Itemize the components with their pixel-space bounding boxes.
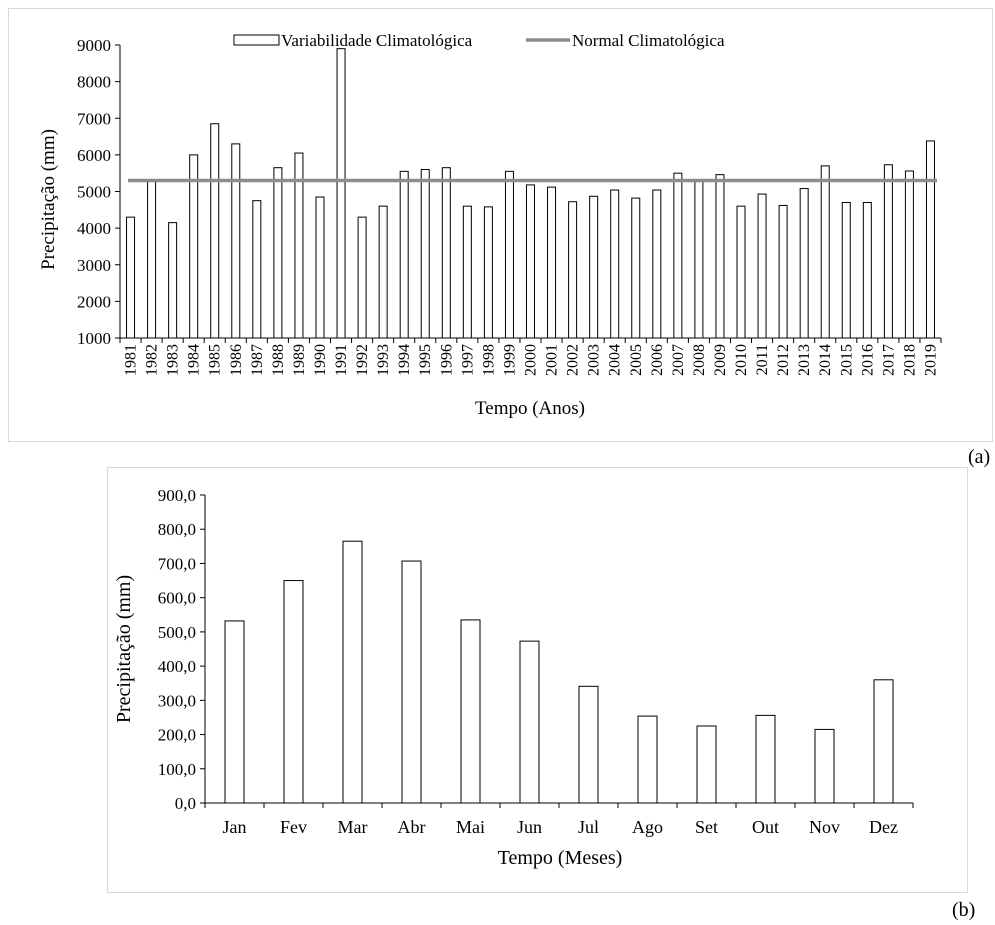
x-tick-label: 2003 xyxy=(586,344,603,376)
y-tick-label: 500,0 xyxy=(158,623,196,642)
bar xyxy=(755,714,776,804)
y-tick-label: 6000 xyxy=(77,146,111,165)
x-tick-label: 1995 xyxy=(417,344,434,376)
y-tick-label: 900,0 xyxy=(158,486,196,505)
y-tick-label: 8000 xyxy=(77,73,111,92)
bar xyxy=(519,640,540,804)
y-tick-label: 5000 xyxy=(77,183,111,202)
bar xyxy=(224,620,245,804)
x-tick-label: 2015 xyxy=(838,344,855,376)
x-tick-label: 1988 xyxy=(270,344,287,376)
x-tick-label: 1992 xyxy=(354,344,371,376)
x-tick-label: Jun xyxy=(517,817,542,837)
x-tick-label: 1994 xyxy=(396,344,413,376)
y-tick-label: 4000 xyxy=(77,219,111,238)
x-tick-label: Out xyxy=(752,817,779,837)
x-tick-label: 2004 xyxy=(607,344,624,376)
x-axis-title: Tempo (Anos) xyxy=(475,398,585,419)
x-tick-label: 1983 xyxy=(165,344,182,376)
x-tick-label: 2009 xyxy=(712,344,729,376)
y-tick-label: 600,0 xyxy=(158,589,196,608)
x-tick-label: 1999 xyxy=(501,344,518,376)
x-tick-label: Mai xyxy=(456,817,485,837)
x-tick-label: 1987 xyxy=(249,344,266,376)
x-axis-title: Tempo (Meses) xyxy=(498,847,623,869)
y-tick-label: 3000 xyxy=(77,256,111,275)
y-tick-label: 1000 xyxy=(77,329,111,348)
x-tick-label: 2011 xyxy=(754,344,771,375)
x-tick-label: Jan xyxy=(223,817,247,837)
legend-bar-swatch xyxy=(233,34,280,46)
x-tick-label: 1989 xyxy=(291,344,308,376)
bar xyxy=(342,540,363,804)
y-tick-label: 700,0 xyxy=(158,554,196,573)
legend-bar-label: Variabilidade Climatológica xyxy=(281,31,473,50)
y-tick-label: 800,0 xyxy=(158,520,196,539)
x-tick-label: 2005 xyxy=(628,344,645,376)
x-tick-label: 2001 xyxy=(544,344,561,376)
x-tick-label: 2007 xyxy=(670,344,687,376)
bar xyxy=(814,728,835,804)
x-tick-label: 1996 xyxy=(438,344,455,376)
panel-label-a: (a) xyxy=(968,446,991,468)
x-tick-label: Nov xyxy=(809,817,840,837)
bar xyxy=(578,685,599,804)
y-tick-label: 300,0 xyxy=(158,691,196,710)
y-tick-label: 2000 xyxy=(77,292,111,311)
x-tick-label: Set xyxy=(695,817,718,837)
panel-label-b: (b) xyxy=(952,899,976,921)
x-tick-label: 2016 xyxy=(859,344,876,376)
y-tick-label: 400,0 xyxy=(158,657,196,676)
y-tick-label: 0,0 xyxy=(175,794,196,813)
x-tick-label: 2012 xyxy=(775,344,792,376)
bar xyxy=(873,679,894,804)
x-tick-label: 1986 xyxy=(228,344,245,376)
x-tick-label: 2019 xyxy=(922,344,939,376)
x-tick-label: 2002 xyxy=(565,344,582,376)
y-tick-label: 7000 xyxy=(77,109,111,128)
y-tick-label: 200,0 xyxy=(158,726,196,745)
x-tick-label: 1997 xyxy=(459,344,476,376)
x-tick-label: 2014 xyxy=(817,344,834,376)
x-tick-label: 1982 xyxy=(144,344,161,376)
x-tick-label: 2006 xyxy=(649,344,666,376)
bar xyxy=(696,725,717,804)
y-tick-label: 100,0 xyxy=(158,760,196,779)
bar xyxy=(401,560,422,804)
x-tick-label: Jul xyxy=(578,817,599,837)
bar xyxy=(460,619,481,804)
x-tick-label: 2008 xyxy=(691,344,708,376)
x-tick-label: 2010 xyxy=(733,344,750,376)
y-axis-title: Precipitação (mm) xyxy=(38,129,59,270)
x-tick-label: 1990 xyxy=(312,344,329,376)
x-tick-label: 1985 xyxy=(207,344,224,376)
y-tick-label: 9000 xyxy=(77,36,111,55)
x-tick-label: 2017 xyxy=(880,344,897,376)
x-tick-label: 2018 xyxy=(901,344,918,376)
x-tick-label: Fev xyxy=(280,817,307,837)
bar xyxy=(637,715,658,804)
x-tick-label: Ago xyxy=(632,817,663,837)
x-tick-label: 1998 xyxy=(480,344,497,376)
x-tick-label: 1991 xyxy=(333,344,350,376)
x-tick-label: Dez xyxy=(869,817,898,837)
x-tick-label: 1981 xyxy=(123,344,140,376)
x-tick-label: Mar xyxy=(338,817,368,837)
x-tick-label: 2013 xyxy=(796,344,813,376)
x-tick-label: 1993 xyxy=(375,344,392,376)
bar xyxy=(283,580,304,804)
x-tick-label: Abr xyxy=(398,817,426,837)
chart-a: 1000 2000 3000 4000 5000 6000 7000 8000 9000 1981… xyxy=(38,31,942,419)
y-axis-title: Precipitação (mm) xyxy=(113,575,135,723)
legend-line-label: Normal Climatológica xyxy=(572,31,725,50)
x-tick-label: 2000 xyxy=(523,344,540,376)
x-tick-label: 1984 xyxy=(186,344,203,376)
